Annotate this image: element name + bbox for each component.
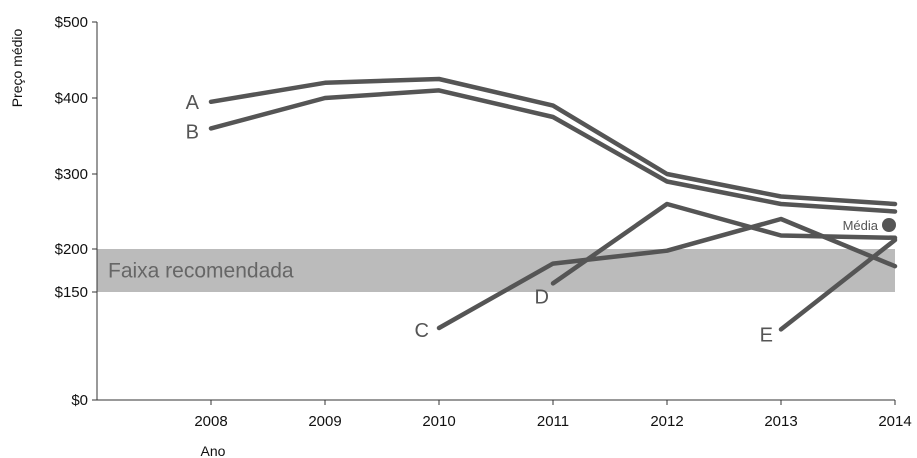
band-label: Faixa recomendada xyxy=(108,260,294,283)
series-line-a xyxy=(208,76,898,207)
y-tick-label: $200 xyxy=(55,241,88,258)
series-lines xyxy=(208,76,898,332)
labels: AB C D E Média xyxy=(186,92,896,346)
series-line-e xyxy=(778,237,898,332)
y-tick-label: $150 xyxy=(55,284,88,301)
x-tick-label: 2008 xyxy=(194,413,227,430)
x-tick-label: 2013 xyxy=(764,413,797,430)
y-tick-label: $300 xyxy=(55,166,88,183)
y-tick-label: $500 xyxy=(55,14,88,31)
mean-label: Média xyxy=(843,218,879,233)
series-line-d xyxy=(550,201,898,286)
y-tick-label: $0 xyxy=(71,392,88,409)
band-rect xyxy=(97,249,895,292)
x-tick-label: 2012 xyxy=(650,413,683,430)
x-tick-label: 2010 xyxy=(422,413,455,430)
x-tick-label: 2014 xyxy=(878,413,911,430)
axes: $0 $150 $200 $300 $400 $500 2008 2009 2010 2011 20… xyxy=(9,14,912,458)
x-tick-label: 2011 xyxy=(537,413,569,430)
mean-marker xyxy=(882,218,896,232)
series-label-c: C xyxy=(415,320,429,342)
series-label-b: B xyxy=(186,121,199,143)
x-tick-label: 2009 xyxy=(308,413,341,430)
series-label-e: E xyxy=(760,324,773,346)
series-label-a: A xyxy=(186,92,200,114)
x-axis-title: Ano xyxy=(201,443,226,458)
recommended-band: Faixa recomendada xyxy=(97,249,895,292)
y-axis-title: Preço médio xyxy=(9,28,25,107)
series-line-b xyxy=(208,88,898,214)
y-tick-label: $400 xyxy=(55,90,88,107)
series-label-d: D xyxy=(535,286,549,308)
